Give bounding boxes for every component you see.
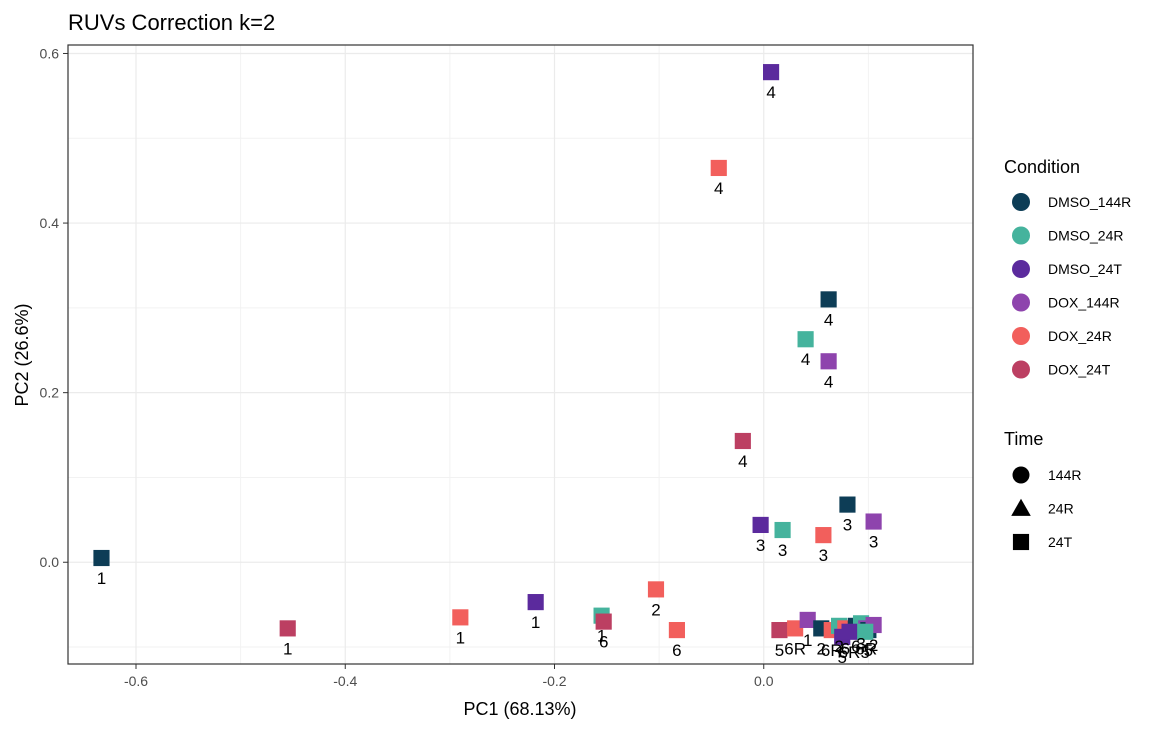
x-tick-label: 0.0	[754, 673, 774, 689]
point-label: 4	[714, 179, 723, 198]
legend-label: DMSO_24R	[1048, 228, 1123, 244]
data-point	[797, 331, 814, 348]
color-legend-title: Condition	[1004, 157, 1080, 177]
data-point	[595, 613, 612, 630]
legend-label: DMSO_144R	[1048, 194, 1131, 210]
point-label: 2	[869, 636, 878, 655]
data-point	[452, 609, 469, 626]
point-label: 3	[756, 536, 765, 555]
point-label: 1	[597, 627, 606, 646]
data-point	[752, 516, 769, 534]
y-tick-label: 0.2	[40, 385, 60, 401]
data-point	[815, 527, 832, 544]
data-point	[279, 620, 296, 637]
x-tick-label: -0.2	[542, 673, 566, 689]
chart-title: RUVs Correction k=2	[68, 10, 275, 35]
data-point	[839, 496, 856, 513]
legend-label: 24T	[1048, 534, 1073, 550]
point-label: 3	[843, 516, 852, 535]
point-label: 5	[861, 643, 870, 662]
legend-label: DOX_24T	[1048, 362, 1111, 378]
y-axis-title: PC2 (26.6%)	[12, 303, 32, 406]
point-label: 1	[531, 613, 540, 632]
legend-key-dox-144r	[1012, 293, 1030, 312]
plot-panel: -0.6 -0.4 -0.2 0.00.00.20.40.61111162644444…	[40, 44, 974, 689]
legend-shape-circle	[1012, 466, 1030, 484]
legend-shape-square	[1012, 533, 1030, 551]
legend-key-dmso-24r	[1012, 226, 1030, 245]
data-point	[865, 513, 882, 530]
point-label: 3	[856, 634, 865, 653]
point-label: 1	[283, 639, 292, 658]
legend-key-dox-24r	[1012, 327, 1030, 345]
point-label: 2	[834, 637, 843, 656]
x-tick-label: -0.6	[124, 673, 148, 689]
point-label: 6R	[855, 639, 877, 658]
data-point	[787, 620, 804, 637]
point-label: 6R	[839, 643, 861, 662]
data-point	[527, 594, 544, 611]
legend-key-dmso-144r	[1012, 193, 1030, 211]
y-tick-label: 0.0	[40, 554, 60, 570]
point-label: 4	[738, 452, 747, 471]
panel-border	[67, 44, 974, 665]
point-label: 1	[97, 569, 106, 588]
legend-label: DMSO_24T	[1048, 261, 1122, 277]
legend-key-dox-24t	[1012, 360, 1030, 379]
data-point	[820, 291, 837, 308]
point-label: 2	[651, 600, 660, 619]
point-label: 3	[819, 546, 828, 565]
point-label: 6R	[821, 641, 843, 660]
point-label: 4	[766, 83, 775, 102]
data-point	[799, 611, 816, 628]
point-label: 6	[599, 633, 608, 652]
data-point	[771, 622, 788, 639]
point-label: 2	[817, 639, 826, 658]
legend-key-dmso-24t	[1012, 260, 1030, 278]
point-label: 3	[778, 541, 787, 560]
point-label: 6R	[784, 639, 806, 658]
point-label: 4	[801, 350, 810, 369]
y-tick-label: 0.4	[40, 215, 60, 231]
point-label: 1	[803, 631, 812, 650]
shape-legend-title: Time	[1004, 429, 1043, 449]
x-axis-title: PC1 (68.13%)	[463, 699, 576, 719]
data-point	[841, 623, 858, 640]
data-point	[734, 432, 751, 450]
data-point	[710, 159, 727, 177]
point-label: 5	[837, 648, 846, 667]
data-point	[647, 581, 665, 598]
point-label: 6	[672, 641, 681, 660]
data-point	[820, 353, 837, 370]
legend-label: DOX_24R	[1048, 328, 1112, 344]
data-point	[857, 623, 874, 640]
data-point	[763, 64, 780, 81]
legend-label: 144R	[1048, 467, 1081, 483]
point-label: 6	[841, 639, 850, 658]
data-point	[668, 622, 685, 639]
point-label: 6	[851, 637, 860, 656]
point-label: 4	[824, 310, 833, 329]
legend-shape-triangle	[1011, 498, 1031, 516]
legend-label: DOX_144R	[1048, 295, 1120, 311]
legend: Condition DMSO_144R DMSO_24R DMSO_24T DOX_14…	[1004, 157, 1131, 551]
point-label: 5	[864, 641, 873, 660]
point-label: 1	[456, 628, 465, 647]
y-tick-label: 0.6	[40, 45, 60, 61]
point-label: 4	[824, 372, 833, 391]
x-tick-label: -0.4	[333, 673, 357, 689]
legend-label: 24R	[1048, 501, 1074, 517]
point-label: 5	[775, 641, 784, 660]
data-point	[93, 549, 110, 567]
point-label: 3	[869, 533, 878, 552]
data-point	[774, 521, 791, 539]
